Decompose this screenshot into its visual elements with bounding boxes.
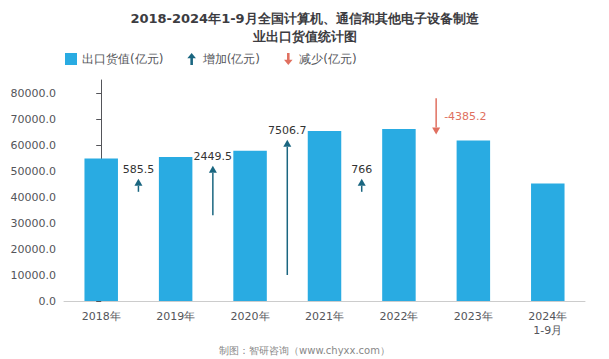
svg-text:50000.0: 50000.0 xyxy=(11,165,57,178)
svg-text:60000.0: 60000.0 xyxy=(11,139,57,152)
svg-text:2024年: 2024年 xyxy=(528,310,567,323)
svg-text:2023年: 2023年 xyxy=(454,310,493,323)
svg-text:2018年: 2018年 xyxy=(82,310,121,323)
svg-text:766: 766 xyxy=(351,163,372,176)
svg-text:减少(亿元): 减少(亿元) xyxy=(299,52,356,66)
svg-text:40000.0: 40000.0 xyxy=(11,191,57,204)
svg-text:2019年: 2019年 xyxy=(156,310,195,323)
svg-text:2022年: 2022年 xyxy=(379,310,418,323)
svg-text:出口货值(亿元): 出口货值(亿元) xyxy=(82,52,163,66)
svg-text:80000.0: 80000.0 xyxy=(11,87,57,100)
svg-text:2018-2024年1-9月全国计算机、通信和其他电子设备制: 2018-2024年1-9月全国计算机、通信和其他电子设备制造 xyxy=(130,11,479,26)
svg-text:70000.0: 70000.0 xyxy=(11,113,57,126)
svg-text:1-9月: 1-9月 xyxy=(533,324,562,337)
svg-text:0.0: 0.0 xyxy=(39,295,57,308)
svg-text:2020年: 2020年 xyxy=(231,310,270,323)
svg-text:20000.0: 20000.0 xyxy=(11,243,57,256)
svg-text:10000.0: 10000.0 xyxy=(11,269,57,282)
svg-text:585.5: 585.5 xyxy=(123,163,155,176)
svg-text:30000.0: 30000.0 xyxy=(11,217,57,230)
svg-text:2021年: 2021年 xyxy=(305,310,344,323)
svg-text:业出口货值统计图: 业出口货值统计图 xyxy=(252,29,357,44)
svg-text:7506.7: 7506.7 xyxy=(268,124,307,137)
svg-text:2449.5: 2449.5 xyxy=(194,150,233,163)
svg-text:制图：智研咨询（www.chyxx.com）: 制图：智研咨询（www.chyxx.com） xyxy=(219,345,390,356)
svg-text:增加(亿元): 增加(亿元) xyxy=(202,52,260,66)
svg-text:-4385.2: -4385.2 xyxy=(444,110,486,123)
